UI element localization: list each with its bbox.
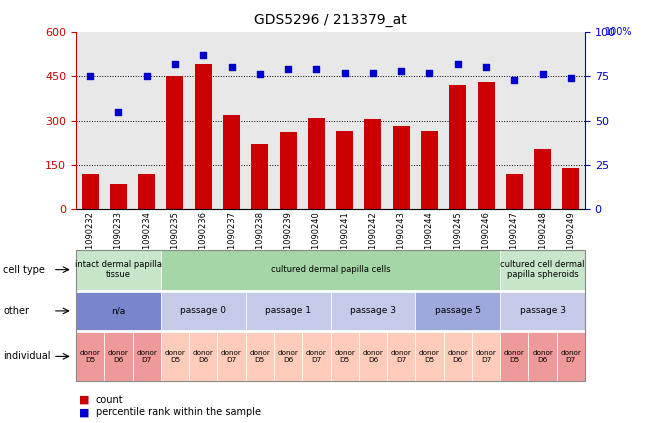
Text: donor
D5: donor D5	[504, 350, 525, 363]
Text: n/a: n/a	[111, 306, 126, 316]
Text: cell type: cell type	[3, 265, 45, 275]
Point	[85, 73, 95, 80]
Text: donor
D7: donor D7	[136, 350, 157, 363]
Point	[424, 69, 435, 76]
Text: donor
D7: donor D7	[391, 350, 412, 363]
Bar	[477, 82, 494, 209]
Bar	[308, 118, 325, 209]
Bar	[364, 119, 381, 209]
Bar	[534, 149, 551, 209]
Text: count: count	[96, 395, 124, 405]
Text: passage 1: passage 1	[265, 306, 311, 316]
Text: ■: ■	[79, 395, 90, 405]
Point	[339, 69, 350, 76]
Text: 100%: 100%	[605, 27, 633, 37]
Point	[198, 52, 209, 58]
Text: donor
D6: donor D6	[532, 350, 553, 363]
Point	[113, 108, 124, 115]
Text: donor
D6: donor D6	[362, 350, 383, 363]
Text: percentile rank within the sample: percentile rank within the sample	[96, 407, 261, 418]
Text: passage 3: passage 3	[520, 306, 566, 316]
Point	[509, 76, 520, 83]
Text: donor
D7: donor D7	[561, 350, 581, 363]
Bar	[393, 126, 410, 209]
Bar	[506, 174, 523, 209]
Text: passage 3: passage 3	[350, 306, 396, 316]
Point	[254, 71, 265, 78]
Text: GDS5296 / 213379_at: GDS5296 / 213379_at	[254, 13, 407, 27]
Point	[481, 64, 491, 71]
Bar	[138, 174, 155, 209]
Point	[566, 74, 576, 81]
Point	[537, 71, 548, 78]
Point	[396, 67, 407, 74]
Text: passage 0: passage 0	[180, 306, 226, 316]
Text: other: other	[3, 306, 29, 316]
Bar	[195, 64, 212, 209]
Text: donor
D5: donor D5	[249, 350, 270, 363]
Text: intact dermal papilla
tissue: intact dermal papilla tissue	[75, 260, 162, 279]
Point	[368, 69, 378, 76]
Text: individual: individual	[3, 352, 51, 361]
Text: donor
D7: donor D7	[306, 350, 327, 363]
Point	[283, 66, 293, 72]
Bar	[280, 132, 297, 209]
Bar	[336, 131, 353, 209]
Bar	[82, 174, 98, 209]
Text: donor
D5: donor D5	[334, 350, 355, 363]
Point	[452, 60, 463, 67]
Point	[226, 64, 237, 71]
Text: ■: ■	[79, 407, 90, 418]
Bar	[110, 184, 127, 209]
Text: cultured cell dermal
papilla spheroids: cultured cell dermal papilla spheroids	[500, 260, 585, 279]
Point	[170, 60, 180, 67]
Text: donor
D7: donor D7	[221, 350, 242, 363]
Bar	[421, 131, 438, 209]
Text: passage 5: passage 5	[435, 306, 481, 316]
Text: donor
D5: donor D5	[419, 350, 440, 363]
Bar	[167, 76, 184, 209]
Text: donor
D6: donor D6	[278, 350, 299, 363]
Bar	[223, 115, 240, 209]
Text: donor
D6: donor D6	[108, 350, 129, 363]
Text: donor
D7: donor D7	[475, 350, 496, 363]
Text: donor
D6: donor D6	[193, 350, 214, 363]
Point	[141, 73, 152, 80]
Text: donor
D6: donor D6	[447, 350, 468, 363]
Bar	[563, 168, 579, 209]
Bar	[251, 144, 268, 209]
Text: donor
D5: donor D5	[165, 350, 186, 363]
Text: donor
D5: donor D5	[80, 350, 100, 363]
Point	[311, 66, 322, 72]
Bar	[449, 85, 466, 209]
Text: cultured dermal papilla cells: cultured dermal papilla cells	[271, 265, 390, 274]
